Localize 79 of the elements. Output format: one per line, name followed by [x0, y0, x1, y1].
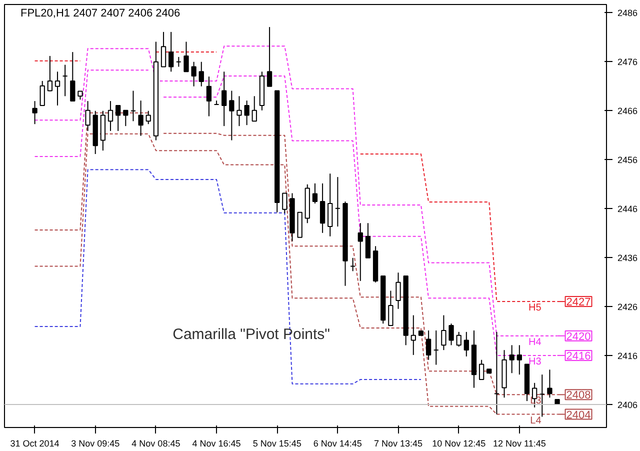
candlestick [108, 100, 114, 132]
candlestick [184, 41, 189, 72]
ref-line-label: 2406 [618, 400, 638, 410]
line-series [34, 169, 422, 384]
candlestick [539, 374, 545, 418]
x-tick-label: 4 Nov 16:45 [192, 438, 241, 448]
y-tick-label: 2486 [618, 8, 638, 18]
y-tick-label: 2476 [618, 56, 638, 67]
candlestick [244, 100, 250, 126]
data-label: 2404 [566, 409, 591, 422]
candlestick [32, 100, 38, 125]
candlestick [441, 314, 446, 351]
candlestick [334, 176, 340, 228]
annotation: Camarilla "Pivot Points" [172, 326, 330, 343]
candlestick [516, 344, 522, 376]
candlestick [547, 369, 552, 398]
candlestick [123, 110, 128, 127]
x-tick-label: 5 Nov 15:45 [252, 438, 302, 448]
legend-label: L4 [530, 415, 542, 426]
legend-label: H5 [528, 302, 542, 314]
candlestick [478, 359, 484, 380]
candlestick [426, 330, 432, 360]
y-tick-label: 2416 [618, 350, 638, 361]
candlestick [138, 100, 144, 136]
legend-label: H4 [528, 336, 542, 348]
candlestick [191, 61, 196, 87]
candlestick [509, 344, 514, 374]
x-tick-label: 6 Nov 14:45 [313, 438, 362, 448]
y-tick-label: 2466 [618, 106, 638, 116]
x-tick-label: 7 Nov 13:45 [374, 438, 423, 448]
legend-label: H3 [528, 356, 542, 368]
candlestick [456, 331, 462, 348]
candlestick [312, 182, 318, 204]
candlestick [168, 31, 174, 72]
x-tick-label: 10 Nov 12:45 [432, 438, 486, 448]
data-label: 2427 [566, 296, 591, 309]
data-label: 2420 [566, 330, 591, 343]
candlestick [252, 96, 257, 122]
y-tick-label: 2426 [618, 302, 638, 312]
candlestick [494, 331, 500, 415]
candlestick [358, 222, 363, 282]
candlestick [70, 52, 76, 102]
candlestick [47, 55, 53, 92]
candlestick [320, 182, 326, 234]
candlestick [160, 31, 166, 68]
y-tick-label: 2446 [618, 204, 638, 214]
candlestick [410, 314, 416, 356]
data-label: 2416 [566, 350, 591, 362]
candlestick [198, 61, 204, 87]
chart-title: FPL20,H1 2407 2407 2406 2406 [20, 8, 180, 20]
candlestick [282, 192, 288, 214]
candlestick [206, 76, 212, 117]
x-tick-label: 3 Nov 09:45 [71, 438, 120, 448]
candlestick [40, 80, 45, 106]
candlestick [130, 90, 136, 122]
candlestick [176, 56, 182, 68]
candlestick [236, 96, 242, 127]
candlestick [266, 26, 272, 87]
candlestick [448, 323, 454, 346]
candlestick [328, 173, 333, 237]
candlestick [388, 290, 394, 326]
candlestick [62, 64, 68, 97]
candlestick [396, 272, 401, 310]
x-tick-label: 31 Oct 2014 [10, 438, 60, 448]
candlestick [365, 222, 371, 258]
candlestick [116, 104, 121, 132]
candlestick [146, 110, 151, 125]
y-tick-label: 2436 [618, 252, 638, 263]
x-tick-label: 12 Nov 11:45 [492, 438, 546, 448]
candlestick [464, 331, 469, 357]
candlestick [229, 90, 234, 141]
candlestick [350, 257, 356, 272]
y-tick-label: 2456 [618, 154, 638, 165]
candlestick [85, 100, 90, 132]
x-tick-label: 4 Nov 08:45 [132, 438, 180, 448]
candlestick [54, 71, 60, 106]
candlestick [433, 330, 439, 366]
data-label: 2408 [566, 390, 591, 402]
candlestick [222, 71, 227, 127]
